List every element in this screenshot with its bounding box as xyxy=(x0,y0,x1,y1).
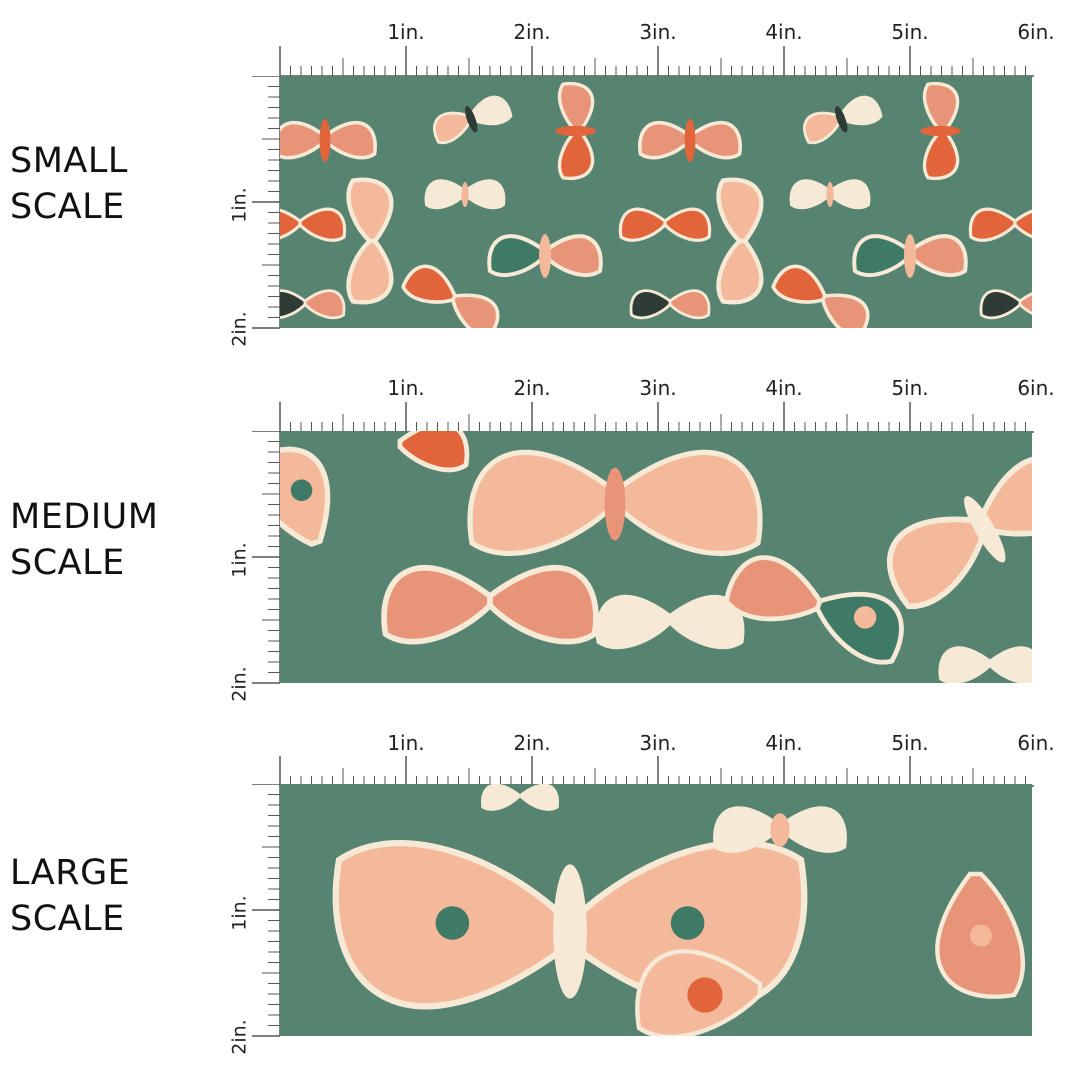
inch-label: 5in. xyxy=(891,20,929,44)
moth-icon xyxy=(938,646,1032,683)
moth-icon xyxy=(487,234,603,278)
medium-scale-label-line2: SCALE xyxy=(10,543,125,583)
moth-icon xyxy=(424,179,506,210)
inch-label: 6in. xyxy=(1017,376,1055,400)
inch-label: 6in. xyxy=(1017,731,1055,755)
medium-scale-fabric-swatch xyxy=(280,431,1032,683)
moth-icon xyxy=(968,207,1032,242)
large-moth-pattern xyxy=(332,784,1025,1036)
vertical-inch-label: 2in. xyxy=(228,311,251,347)
moth-icon xyxy=(397,431,470,473)
moth-icon xyxy=(935,871,1025,999)
moth-icon xyxy=(771,264,870,328)
small-scale-label-line1: SMALL xyxy=(10,141,128,181)
moth-icon xyxy=(716,177,764,305)
moth-icon xyxy=(280,289,346,320)
moth-icon xyxy=(635,949,763,1036)
moth-icon xyxy=(618,207,712,242)
medium-scale-label-line1: MEDIUM xyxy=(10,497,159,537)
inch-label: 1in. xyxy=(387,376,425,400)
moth-icon xyxy=(803,95,883,145)
moth-icon xyxy=(381,565,599,645)
small-scale-fabric-swatch xyxy=(280,76,1032,328)
moth-icon xyxy=(480,784,560,811)
large-scale-label-line2: SCALE xyxy=(10,899,125,939)
moth-icon xyxy=(629,289,711,320)
large-top-ruler xyxy=(279,756,1034,787)
moth-icon xyxy=(467,449,763,557)
inch-label: 2in. xyxy=(513,731,551,755)
medium-left-ruler xyxy=(252,431,281,684)
inch-label: 4in. xyxy=(765,376,803,400)
inch-label: 2in. xyxy=(513,20,551,44)
moth-icon xyxy=(886,455,1032,610)
large-scale-label: LARGE SCALE xyxy=(10,850,130,942)
moth-icon xyxy=(852,234,968,278)
inch-label: 4in. xyxy=(765,731,803,755)
vertical-inch-label: 1in. xyxy=(228,187,251,223)
moth-icon xyxy=(638,118,742,163)
moth-icon xyxy=(723,555,904,665)
inch-label: 3in. xyxy=(639,20,677,44)
moth-icon xyxy=(789,179,871,210)
moth-icon xyxy=(280,207,347,242)
inch-label: 6in. xyxy=(1017,20,1055,44)
moth-icon xyxy=(433,95,513,145)
inch-label: 5in. xyxy=(891,731,929,755)
inch-label: 5in. xyxy=(891,376,929,400)
inch-label: 2in. xyxy=(513,376,551,400)
small-scale-label: SMALL SCALE xyxy=(10,138,128,230)
large-scale-fabric-swatch xyxy=(280,784,1032,1036)
small-top-ruler xyxy=(279,46,1034,77)
inch-label: 4in. xyxy=(765,20,803,44)
vertical-inch-label: 2in. xyxy=(228,666,251,702)
small-left-ruler xyxy=(252,76,281,329)
moth-icon xyxy=(595,594,745,650)
moth-icon xyxy=(555,81,597,181)
moth-icon xyxy=(979,289,1032,320)
inch-label: 1in. xyxy=(387,731,425,755)
moth-icon xyxy=(713,806,847,853)
moth-icon xyxy=(280,118,377,163)
vertical-inch-label: 1in. xyxy=(228,895,251,931)
moth-icon xyxy=(920,81,962,181)
inch-label: 1in. xyxy=(387,20,425,44)
large-left-ruler xyxy=(252,784,281,1037)
inch-label: 3in. xyxy=(639,731,677,755)
medium-top-ruler xyxy=(279,402,1034,433)
moth-icon xyxy=(346,177,394,305)
moth-icon xyxy=(280,446,331,547)
moth-icon xyxy=(401,264,500,328)
medium-scale-label: MEDIUM SCALE xyxy=(10,494,158,586)
large-scale-label-line1: LARGE xyxy=(10,853,131,893)
small-moth-pattern xyxy=(280,81,1032,328)
medium-moth-pattern xyxy=(280,431,1032,683)
vertical-inch-label: 2in. xyxy=(228,1019,251,1055)
inch-label: 3in. xyxy=(639,376,677,400)
small-scale-label-line2: SCALE xyxy=(10,187,125,227)
vertical-inch-label: 1in. xyxy=(228,542,251,578)
